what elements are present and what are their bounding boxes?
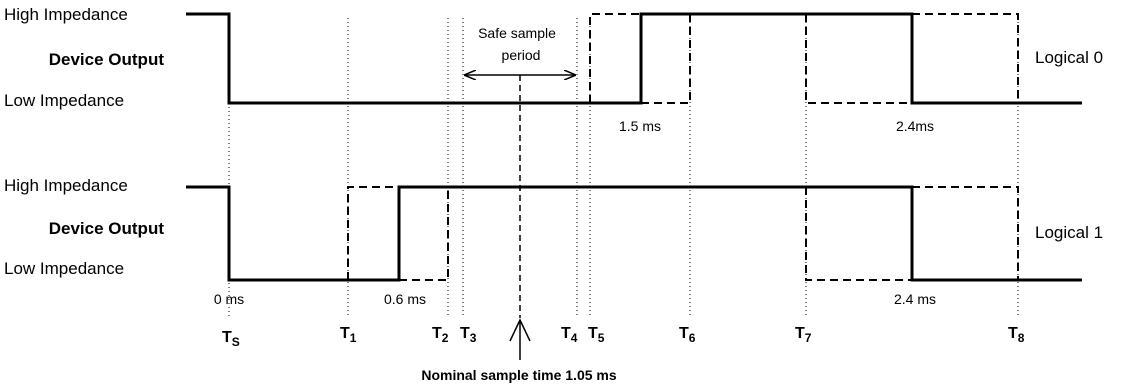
time-marker-labels: TS T1 T2 T3 T4 T5 T6 T7 T8 xyxy=(222,325,1025,349)
tmarker-t5-main: T xyxy=(588,325,598,342)
logical1-solid-trace xyxy=(186,185,1082,282)
tmarker-t6-sub: 6 xyxy=(689,331,696,345)
tmarker-t3-main: T xyxy=(460,325,470,342)
logical1-dashed-late xyxy=(399,187,449,281)
tmarker-t2-main: T xyxy=(432,325,442,342)
logical0-dashed-fall-early xyxy=(805,14,912,104)
tmarker-t7-main: T xyxy=(795,325,805,342)
logical1-dashed-early xyxy=(347,186,399,280)
tmarker-t1-sub: 1 xyxy=(350,331,357,345)
tmarker-t2: T2 xyxy=(432,325,449,345)
logical0-dashed-early xyxy=(589,13,641,103)
tmarker-t1-main: T xyxy=(340,325,350,342)
logical0-high-label: High Impedance xyxy=(4,5,128,24)
tmarker-t4: T4 xyxy=(561,325,578,345)
tmarker-t5: T5 xyxy=(588,325,605,345)
tmarker-t8-sub: 8 xyxy=(1018,331,1025,345)
logical1-annotation-2-4ms: 2.4 ms xyxy=(894,291,936,307)
logical1-name: Logical 1 xyxy=(1035,223,1103,242)
logical1-high-label: High Impedance xyxy=(4,176,128,195)
tmarker-ts-main: T xyxy=(222,329,232,346)
logical0-waveform xyxy=(186,12,1082,105)
tmarker-t4-main: T xyxy=(561,325,571,342)
tmarker-t7: T7 xyxy=(795,325,812,345)
tmarker-t8-main: T xyxy=(1008,325,1018,342)
tmarker-t3: T3 xyxy=(460,325,477,345)
logical1-dashed-fall-late xyxy=(912,186,1019,280)
tmarker-t3-sub: 3 xyxy=(470,331,477,345)
nominal-sample-caption: Nominal sample time 1.05 ms xyxy=(421,367,617,383)
logical0-annotation-2-4ms: 2.4ms xyxy=(896,118,934,134)
logical1-annotation-0-6ms: 0.6 ms xyxy=(384,291,426,307)
logical0-name: Logical 0 xyxy=(1035,48,1103,67)
logical1-annotation-0ms: 0 ms xyxy=(214,291,244,307)
logical0-dashed-fall-late xyxy=(912,13,1019,103)
tmarker-t6-main: T xyxy=(679,325,689,342)
tmarker-t5-sub: 5 xyxy=(598,331,605,345)
logical0-device-label: Device Output xyxy=(49,50,165,69)
logical1-waveform xyxy=(186,185,1082,282)
safe-sample-label-line1: Safe sample xyxy=(478,25,556,41)
tmarker-t2-sub: 2 xyxy=(442,331,449,345)
logical1-dashed-fall-early xyxy=(805,187,912,281)
tmarker-t4-sub: 4 xyxy=(571,331,578,345)
logical0-solid-trace xyxy=(186,12,1082,105)
safe-sample-label-line2: period xyxy=(502,47,541,63)
tmarker-t1: T1 xyxy=(340,325,357,345)
tmarker-ts-sub: S xyxy=(232,335,240,349)
logical0-annotation-1-5ms: 1.5 ms xyxy=(619,118,661,134)
tmarker-t6: T6 xyxy=(679,325,696,345)
logical1-device-label: Device Output xyxy=(49,219,165,238)
tmarker-ts: TS xyxy=(222,329,240,349)
tmarker-t7-sub: 7 xyxy=(805,331,812,345)
logical0-dashed-late xyxy=(641,14,691,104)
nominal-sample-arrow-head xyxy=(509,318,531,342)
logical1-low-label: Low Impedance xyxy=(4,259,124,278)
tmarker-t8: T8 xyxy=(1008,325,1025,345)
logical0-low-label: Low Impedance xyxy=(4,91,124,110)
